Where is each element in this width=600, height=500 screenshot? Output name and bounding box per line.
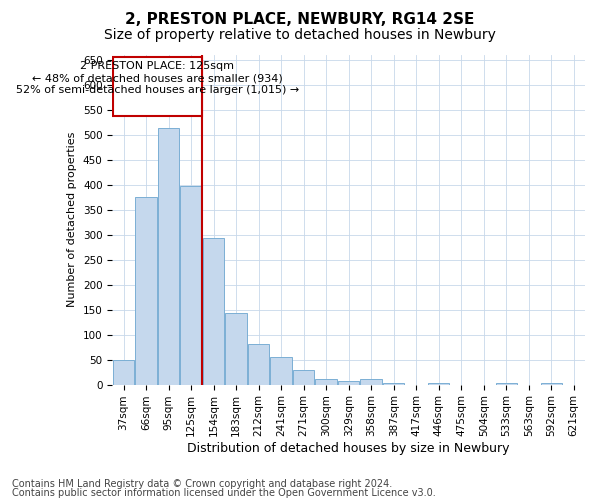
X-axis label: Distribution of detached houses by size in Newbury: Distribution of detached houses by size …	[187, 442, 510, 455]
Text: 2 PRESTON PLACE: 125sqm: 2 PRESTON PLACE: 125sqm	[80, 62, 235, 72]
Bar	[338, 381, 359, 384]
Bar	[541, 383, 562, 384]
Text: Contains public sector information licensed under the Open Government Licence v3: Contains public sector information licen…	[12, 488, 436, 498]
Bar	[293, 370, 314, 384]
Bar	[428, 382, 449, 384]
Bar	[136, 198, 157, 384]
Bar	[361, 378, 382, 384]
Bar	[113, 360, 134, 384]
Text: ← 48% of detached houses are smaller (934): ← 48% of detached houses are smaller (93…	[32, 74, 283, 84]
Bar	[316, 379, 337, 384]
Bar	[158, 128, 179, 384]
Bar	[383, 383, 404, 384]
Bar	[271, 357, 292, 384]
Bar	[496, 383, 517, 384]
Bar	[226, 313, 247, 384]
Text: Size of property relative to detached houses in Newbury: Size of property relative to detached ho…	[104, 28, 496, 42]
Text: 2, PRESTON PLACE, NEWBURY, RG14 2SE: 2, PRESTON PLACE, NEWBURY, RG14 2SE	[125, 12, 475, 28]
Bar	[248, 344, 269, 384]
Text: 52% of semi-detached houses are larger (1,015) →: 52% of semi-detached houses are larger (…	[16, 86, 299, 96]
Bar	[113, 58, 202, 116]
Y-axis label: Number of detached properties: Number of detached properties	[67, 132, 77, 308]
Bar	[203, 238, 224, 384]
Text: Contains HM Land Registry data © Crown copyright and database right 2024.: Contains HM Land Registry data © Crown c…	[12, 479, 392, 489]
Bar	[181, 186, 202, 384]
